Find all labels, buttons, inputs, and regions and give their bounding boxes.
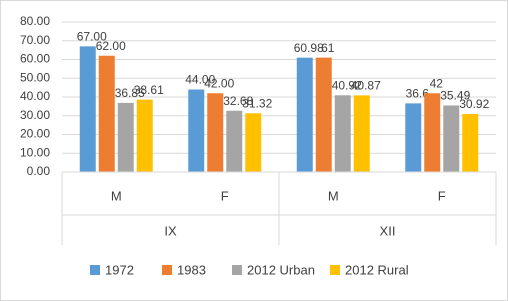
y-tick-label: 0.00 [27,164,51,178]
legend-label: 2012 Urban [247,262,315,277]
data-label: 61 [321,41,335,55]
x-tick-label: M [328,188,339,203]
data-label: 35.49 [440,89,470,103]
x-tick-label: F [221,188,229,203]
x-tick-label: M [111,188,122,203]
legend-label: 1972 [105,262,134,277]
bar [207,93,224,172]
data-label: 44.00 [185,73,215,87]
bar [405,103,422,172]
bar [226,110,243,172]
y-tick-label: 10.00 [20,145,50,159]
bar [296,57,313,172]
group-label: IX [164,223,177,238]
data-label: 32.68 [223,94,253,108]
y-tick-label: 80.00 [20,14,50,28]
data-label: 67.00 [77,30,107,44]
bar [136,99,153,172]
bar [443,105,460,172]
data-label: 36.6 [406,87,430,101]
data-label: 31.32 [242,96,272,110]
data-label: 30.92 [459,97,489,111]
y-tick-label: 40.00 [20,89,50,103]
bar [98,55,115,172]
x-tick-label: F [438,188,446,203]
data-label: 60.98 [294,41,324,55]
y-tick-label: 60.00 [20,52,50,66]
data-label: 62.00 [96,39,126,53]
data-label: 40.92 [332,78,362,92]
legend-swatch [162,265,172,275]
data-label: 40.87 [351,79,381,93]
y-tick-label: 30.00 [20,108,50,122]
bar [117,102,134,172]
y-tick-label: 70.00 [20,33,50,47]
data-label: 36.85 [115,86,145,100]
bar [424,93,441,172]
legend-swatch [232,265,242,275]
bar [245,113,262,172]
bar [188,89,205,172]
legend-label: 2012 Rural [345,262,409,277]
bar [353,95,370,172]
legend-swatch [330,265,340,275]
group-label: XII [380,223,396,238]
y-tick-label: 50.00 [20,70,50,84]
data-label: 42.00 [204,76,234,90]
legend-label: 1983 [177,262,206,277]
data-label: 38.61 [134,83,164,97]
bar [315,57,332,172]
y-tick-label: 20.00 [20,127,50,141]
bar [462,114,479,172]
legend-swatch [90,265,100,275]
bar [334,95,351,172]
data-label: 42 [430,76,444,90]
bar [79,46,96,172]
